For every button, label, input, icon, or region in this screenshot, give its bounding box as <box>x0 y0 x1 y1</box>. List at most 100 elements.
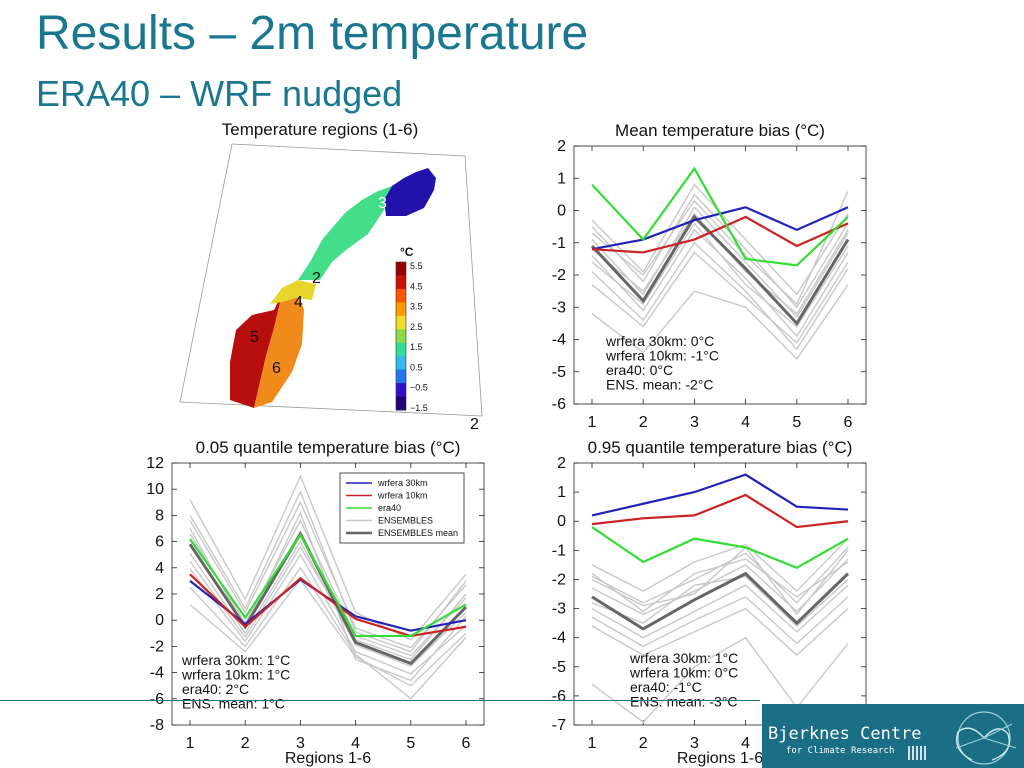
y-tick-label: -5 <box>552 659 566 676</box>
ensemble-member-line <box>189 545 467 661</box>
x-tick-label: 3 <box>296 735 305 752</box>
ensemble-member-line <box>189 566 467 700</box>
x-tick-label: 5 <box>792 414 801 430</box>
legend-label: ENSEMBLES mean <box>378 528 458 538</box>
ensemble-member-line <box>189 500 467 649</box>
y-tick-label: 1 <box>557 170 566 187</box>
series-line-era40 <box>189 532 467 638</box>
colorbar-segment <box>396 396 406 411</box>
ensemble-member-line <box>591 251 849 344</box>
y-tick-label: -3 <box>552 299 566 316</box>
colorbar-segment <box>396 262 406 276</box>
colorbar-tick-label: 2.5 <box>410 322 423 332</box>
x-axis-label: Regions 1-6 <box>285 750 371 767</box>
y-tick-label: -8 <box>150 717 164 734</box>
plot-area <box>573 462 867 726</box>
ensemble-member-line <box>591 596 849 648</box>
series-line-wrfera-10km <box>591 493 849 529</box>
series-line-era40 <box>591 166 849 267</box>
q05-bias-chart: 0.05 quantile temperature bias (°C)12108… <box>146 438 485 767</box>
region-label-2: 2 <box>312 270 321 287</box>
region-6-area <box>254 292 304 408</box>
region-1-area <box>230 294 282 408</box>
x-tick-label: 3 <box>690 414 699 430</box>
colorbar-tick-label: 4.5 <box>410 281 423 291</box>
stray-label: 2 <box>470 416 479 432</box>
footer-divider <box>0 700 760 701</box>
colorbar-border <box>395 261 407 411</box>
region-label-4: 4 <box>294 294 303 311</box>
bias-annotation-line: ENS. mean: 1°C <box>182 696 285 712</box>
region-label-3: 3 <box>378 195 387 212</box>
logo-name: Bjerknes Centre <box>768 724 922 744</box>
colorbar-tick-label: 3.5 <box>410 302 423 312</box>
region-label-5: 5 <box>250 329 259 346</box>
y-tick-label: 0 <box>557 203 566 220</box>
ensemble-member-line <box>591 636 849 724</box>
ensemble-member-line <box>591 222 849 328</box>
x-tick-label: 6 <box>462 735 471 752</box>
chart-title: 0.05 quantile temperature bias (°C) <box>196 438 461 457</box>
ensemble-member-line <box>591 284 849 360</box>
series-line-ensembles-mean <box>188 530 468 666</box>
y-tick-label: -6 <box>552 396 566 413</box>
bias-annotation-line: ENS. mean: -2°C <box>606 377 714 393</box>
y-tick-label: -2 <box>552 267 566 284</box>
ensemble-member-line <box>591 538 849 593</box>
colorbar-segment <box>396 288 406 303</box>
x-tick-label: 4 <box>351 735 360 752</box>
chart-legend: wrfera 30km wrfera 10km era40 ENSEMBLES ENSE… <box>339 472 465 544</box>
ensemble-member-line <box>591 607 849 657</box>
x-tick-label: 1 <box>186 735 195 752</box>
region-3-area <box>384 168 436 216</box>
colorbar-segment <box>396 342 406 357</box>
bias-annotation-line: era40: 2°C <box>182 681 249 697</box>
ensemble-member-line <box>189 519 467 657</box>
y-tick-label: -3 <box>552 601 566 618</box>
region-4-area <box>270 280 316 304</box>
bias-annotation-line: wrfera 10km: 1°C <box>181 667 290 683</box>
spiral-icon <box>955 711 1017 765</box>
series-line-wrfera-30km <box>591 473 849 517</box>
series-line-era40 <box>591 526 849 570</box>
bias-annotation-line: wrfera 30km: 0°C <box>605 333 714 349</box>
y-tick-label: 6 <box>155 534 164 551</box>
chart-title: Mean temperature bias (°C) <box>615 121 825 140</box>
y-tick-label: 8 <box>155 507 164 524</box>
bias-annotation-line: era40: 0°C <box>606 362 673 378</box>
y-tick-label: 12 <box>146 455 164 472</box>
colorbar-tick-label: 0.5 <box>410 362 423 372</box>
x-tick-label: 1 <box>588 735 597 752</box>
colorbar-unit: °C <box>400 245 414 259</box>
colorbar-segment <box>396 356 406 371</box>
bias-annotation-line: ENS. mean: -3°C <box>630 694 738 710</box>
y-tick-label: 2 <box>155 586 164 603</box>
ensemble-member-line <box>591 206 849 319</box>
colorbar-segment <box>396 329 406 344</box>
y-tick-label: 2 <box>557 138 566 155</box>
logo-grid-icon <box>908 746 926 760</box>
ensemble-member-line <box>591 193 849 309</box>
colorbar-tick-label: −0.5 <box>410 383 428 393</box>
ensemble-member-line <box>591 546 849 616</box>
bias-annotation-line: wrfera 10km: 0°C <box>629 665 738 681</box>
x-tick-label: 2 <box>241 735 250 752</box>
region-map: Temperature regions (1-6) 2 3 4 5 6 °C 5… <box>179 120 483 432</box>
slide-title: Results – 2m temperature <box>36 7 589 60</box>
region-2-area <box>298 186 392 280</box>
colorbar-tick-label: 5.5 <box>410 261 423 271</box>
x-tick-label: 4 <box>741 414 750 430</box>
y-tick-label: -6 <box>150 691 164 708</box>
series-line-wrfera-10km <box>189 573 467 638</box>
y-tick-label: 0 <box>557 513 566 530</box>
x-tick-label: 3 <box>690 735 699 752</box>
colorbar-segment <box>396 369 406 384</box>
y-tick-label: 1 <box>557 484 566 501</box>
bias-annotation-line: wrfera 30km: 1°C <box>629 650 738 666</box>
map-frame <box>179 143 483 417</box>
ensemble-member-line <box>591 241 849 351</box>
series-line-ensembles-mean <box>590 214 850 326</box>
series-line-wrfera-10km <box>591 215 849 254</box>
colorbar-segment <box>396 275 406 290</box>
y-tick-label: -7 <box>552 717 566 734</box>
